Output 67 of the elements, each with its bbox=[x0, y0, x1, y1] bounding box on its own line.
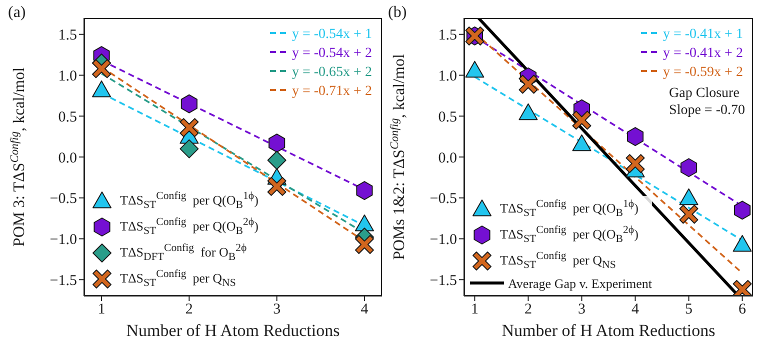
x-tick-label: 5 bbox=[685, 302, 693, 318]
chart-title: (a) bbox=[8, 4, 26, 22]
point bbox=[626, 154, 645, 174]
point bbox=[680, 158, 698, 178]
point bbox=[354, 214, 374, 232]
legend-label: y = -0.54x + 2 bbox=[292, 46, 372, 61]
point bbox=[92, 59, 112, 78]
y-tick-label: 1.0 bbox=[58, 68, 77, 85]
annotation: Gap Closure bbox=[669, 85, 740, 102]
x-tick-label: 6 bbox=[738, 302, 747, 318]
chart-title: (b) bbox=[388, 4, 407, 22]
point bbox=[572, 134, 592, 152]
x-tick-label: 1 bbox=[470, 302, 478, 318]
point bbox=[626, 127, 644, 146]
legend-label: y = -0.59x + 2 bbox=[663, 65, 743, 80]
x-tick-label: 3 bbox=[273, 302, 281, 318]
point bbox=[356, 181, 373, 200]
legend-label: y = -0.41x + 2 bbox=[663, 46, 743, 61]
y-tick-label: 0.5 bbox=[58, 109, 77, 126]
y-tick-label: −1.5 bbox=[50, 272, 77, 289]
point bbox=[267, 150, 286, 170]
legend-label: TΔS$_{ST}$$^{Config}$ per Q$_{NS}$ bbox=[120, 268, 236, 290]
legend-label: y = -0.54x + 1 bbox=[292, 27, 372, 42]
legend-label: TΔS$_{ST}$$^{Config}$ per Q(O$_{B}$$^{2ϕ}$) bbox=[500, 224, 638, 246]
point bbox=[572, 110, 592, 130]
legend-label: TΔS$_{ST}$$^{Config}$ per Q(O$_{B}$$^{2ϕ}$) bbox=[120, 216, 258, 238]
y-tick-label: −1.5 bbox=[430, 272, 457, 289]
y-tick-label: 1.5 bbox=[438, 28, 457, 44]
y-tick-label: −0.5 bbox=[50, 191, 77, 208]
y-tick-label: 1.5 bbox=[58, 28, 77, 44]
point bbox=[267, 176, 286, 196]
point bbox=[354, 234, 374, 254]
x-tick-label: 1 bbox=[98, 302, 106, 318]
x-tick-label: 3 bbox=[578, 302, 586, 318]
point bbox=[518, 74, 538, 94]
point bbox=[268, 134, 286, 153]
x-axis-title: Number of H Atom Reductions bbox=[126, 321, 340, 340]
point bbox=[734, 200, 751, 220]
legend-label: TΔS$_{ST}$$^{Config}$ per Q(O$_{B}$$^{1ϕ}$) bbox=[500, 198, 638, 220]
point bbox=[732, 234, 752, 252]
point bbox=[465, 60, 484, 78]
point bbox=[92, 80, 112, 98]
x-tick-label: 2 bbox=[185, 302, 193, 318]
legend-label: y = -0.65x + 2 bbox=[292, 65, 372, 80]
annotation: Slope = -0.70 bbox=[669, 102, 745, 119]
point bbox=[679, 188, 698, 206]
point bbox=[679, 204, 698, 224]
x-axis-title: Number of H Atom Reductions bbox=[502, 321, 716, 340]
legend-label: TΔS$_{ST}$$^{Config}$ per Q$_{NS}$ bbox=[500, 250, 616, 272]
y-tick-label: 0.0 bbox=[438, 150, 457, 166]
legend-label: y = -0.71x + 2 bbox=[292, 84, 372, 99]
y-tick-label: 0.5 bbox=[438, 109, 457, 126]
y-tick-label: −1.0 bbox=[430, 232, 457, 248]
legend-label: TΔS$_{ST}$$^{Config}$ per Q(O$_{B}$$^{1ϕ}$) bbox=[120, 190, 258, 212]
x-tick-label: 2 bbox=[524, 302, 532, 318]
y-tick-label: 1.0 bbox=[438, 68, 457, 85]
legend-label: Average Gap v. Experiment bbox=[508, 276, 652, 290]
legend-label: y = -0.41x + 1 bbox=[663, 27, 743, 42]
point bbox=[518, 103, 538, 120]
point bbox=[180, 139, 199, 158]
x-tick-label: 4 bbox=[360, 302, 369, 318]
y-tick-label: 0.0 bbox=[58, 150, 77, 166]
point bbox=[180, 94, 198, 114]
point bbox=[180, 118, 199, 138]
y-tick-label: −1.0 bbox=[50, 232, 77, 248]
x-tick-label: 4 bbox=[632, 302, 640, 318]
y-tick-label: −0.5 bbox=[430, 191, 457, 208]
